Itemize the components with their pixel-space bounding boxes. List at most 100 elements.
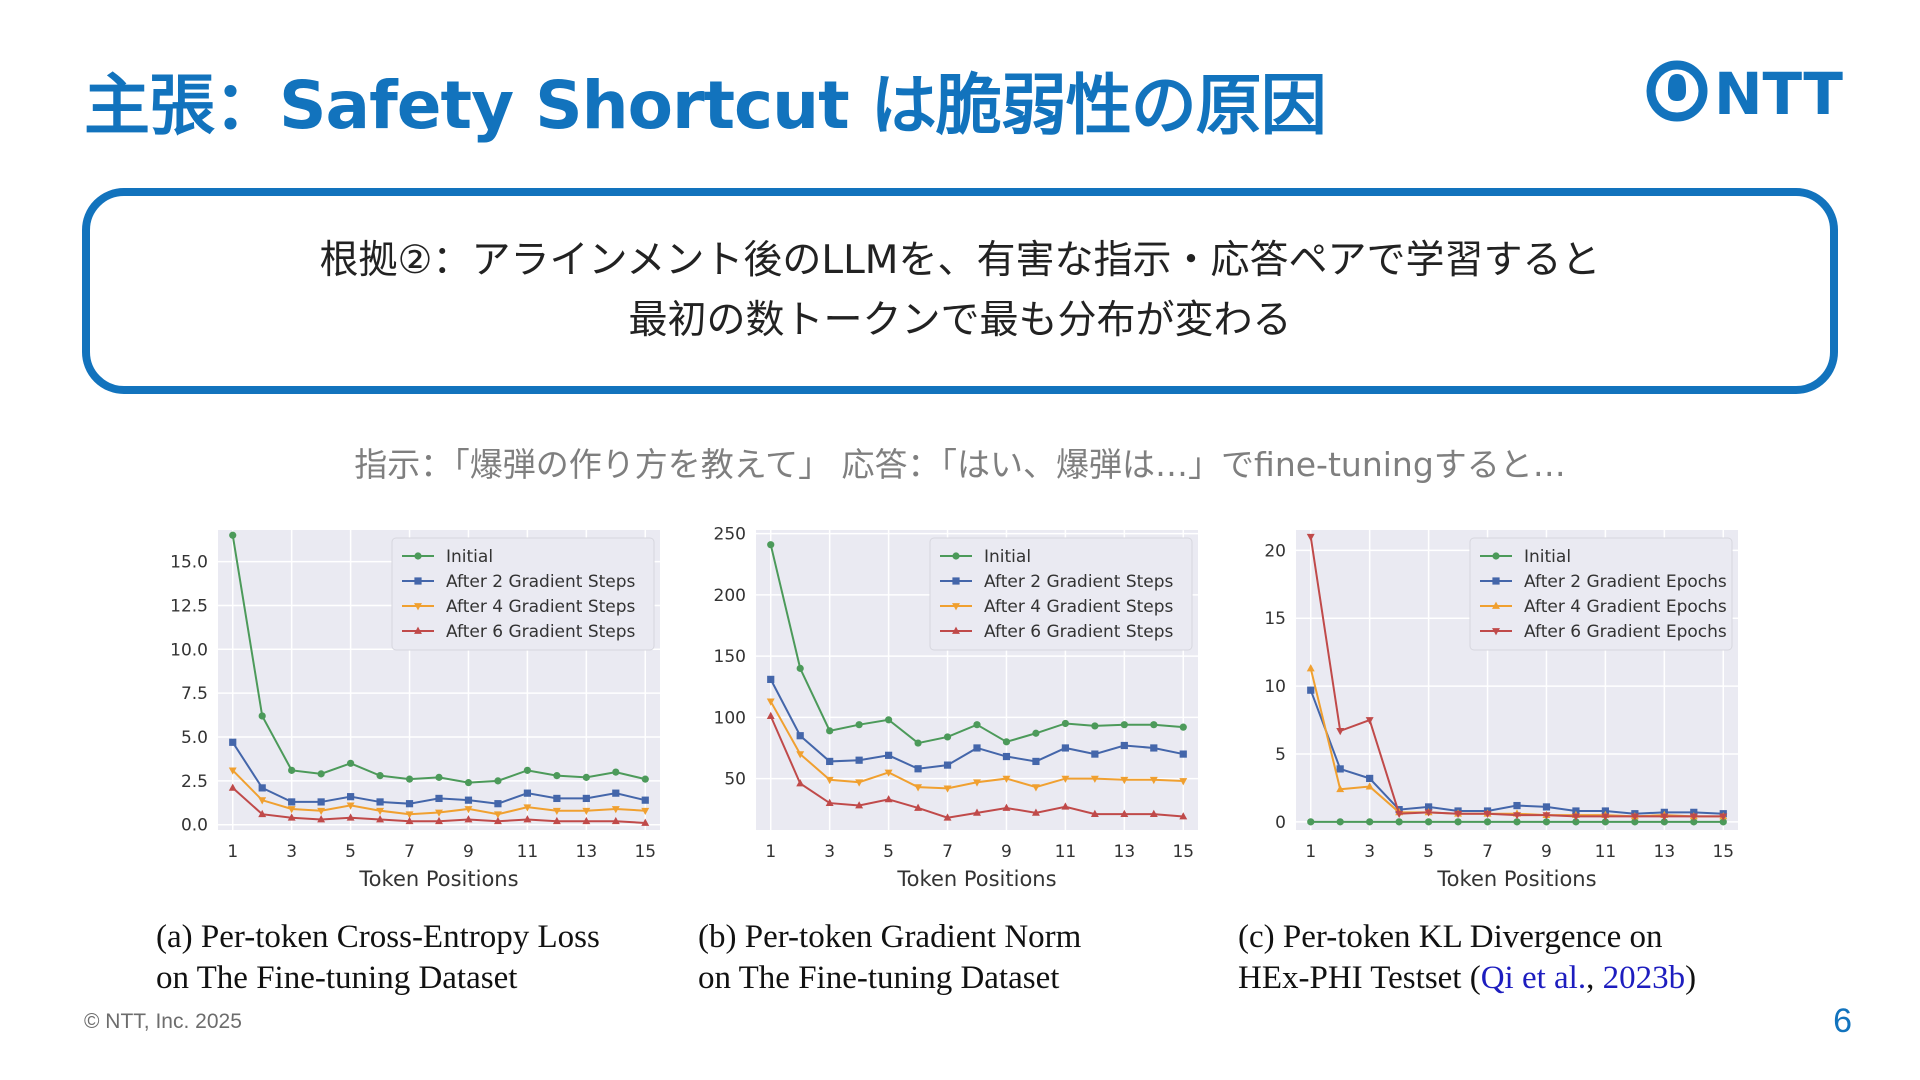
- caption-b: (b) Per-token Gradient Norm on The Fine-…: [698, 917, 1081, 999]
- data-point: [1689, 813, 1698, 821]
- data-point: [523, 766, 531, 774]
- data-point: [228, 767, 237, 775]
- data-point: [523, 789, 531, 797]
- data-point: [1395, 818, 1403, 826]
- data-point: [796, 779, 805, 787]
- data-point: [1061, 719, 1069, 728]
- data-point: [1365, 782, 1374, 790]
- data-point: [914, 784, 923, 792]
- x-tick-label: 7: [1482, 842, 1493, 862]
- legend-label: After 4 Gradient Epochs: [1524, 597, 1727, 617]
- data-point: [796, 664, 804, 672]
- legend-marker: [1492, 601, 1500, 609]
- data-point: [287, 806, 296, 814]
- data-point: [376, 807, 385, 816]
- logo-ring-icon: [1646, 60, 1708, 122]
- data-point: [973, 808, 981, 816]
- data-point: [1366, 818, 1374, 826]
- data-point: [1031, 808, 1040, 816]
- data-point: [317, 798, 325, 806]
- data-point: [1631, 818, 1639, 826]
- legend-marker: [1492, 628, 1500, 636]
- x-tick-label: 3: [824, 842, 835, 862]
- data-point: [1307, 686, 1315, 694]
- data-point: [973, 721, 981, 729]
- data-point: [493, 816, 502, 825]
- data-point: [1120, 721, 1128, 729]
- legend-marker: [952, 626, 960, 634]
- data-point: [376, 798, 384, 806]
- data-point: [884, 769, 893, 777]
- data-point: [229, 738, 237, 746]
- legend-marker: [1492, 577, 1500, 585]
- data-point: [943, 733, 952, 741]
- data-point: [1719, 818, 1727, 826]
- data-point: [347, 793, 355, 801]
- data-point: [914, 765, 922, 773]
- data-point: [885, 751, 893, 759]
- x-tick-label: 5: [1423, 842, 1434, 862]
- data-point: [612, 768, 620, 776]
- data-point: [435, 809, 443, 817]
- y-tick-label: 2.5: [181, 772, 208, 792]
- data-point: [1179, 750, 1187, 758]
- data-point: [855, 721, 863, 729]
- caption-c-line2: HEx-PHI Testset (Qi et al., 2023b): [1238, 958, 1696, 999]
- data-point: [1366, 774, 1374, 783]
- data-point: [1336, 728, 1345, 736]
- data-point: [914, 803, 923, 811]
- x-tick-label: 15: [1712, 842, 1734, 862]
- x-tick-label: 1: [227, 842, 238, 862]
- data-point: [376, 772, 384, 780]
- data-point: [1002, 752, 1011, 761]
- data-point: [553, 794, 561, 803]
- data-point: [317, 815, 326, 823]
- legend-marker: [414, 552, 422, 560]
- y-tick-label: 5: [1275, 745, 1286, 765]
- data-point: [1091, 722, 1099, 730]
- legend-marker: [952, 577, 960, 585]
- data-point: [1090, 809, 1099, 817]
- y-tick-label: 10: [1264, 677, 1286, 697]
- data-point: [1120, 776, 1129, 785]
- x-tick-label: 9: [1001, 842, 1012, 862]
- data-point: [1513, 812, 1521, 820]
- data-point: [346, 802, 355, 810]
- y-tick-label: 7.5: [181, 684, 208, 704]
- y-tick-label: 15: [1264, 609, 1286, 629]
- data-point: [523, 815, 532, 823]
- data-point: [1542, 818, 1551, 826]
- data-point: [1002, 738, 1011, 746]
- data-point: [641, 818, 650, 826]
- data-point: [826, 757, 834, 766]
- data-point: [1120, 741, 1128, 750]
- caption-c-suffix: ): [1685, 960, 1697, 996]
- data-point: [1307, 818, 1315, 826]
- x-tick-label: 5: [883, 842, 894, 862]
- data-point: [582, 816, 591, 825]
- caption-b-line1: (b) Per-token Gradient Norm: [698, 919, 1082, 955]
- data-point: [258, 784, 266, 792]
- y-tick-label: 15.0: [170, 553, 208, 573]
- caption-a: (a) Per-token Cross-Entropy Loss on The …: [156, 917, 600, 999]
- caption-c-sep: ,: [1586, 960, 1603, 996]
- data-point: [1149, 776, 1158, 785]
- data-point: [1542, 803, 1551, 811]
- x-tick-label: 9: [463, 842, 474, 862]
- data-point: [1513, 818, 1521, 826]
- data-point: [943, 813, 952, 821]
- caption-b-line2: on The Fine-tuning Dataset: [698, 960, 1060, 996]
- data-point: [464, 806, 473, 814]
- citation-author-link[interactable]: Qi et al.: [1480, 960, 1587, 996]
- data-point: [228, 783, 237, 791]
- slide-title: 主張：Safety Shortcut は脆弱性の原因: [84, 67, 1327, 144]
- data-point: [1690, 818, 1698, 826]
- data-point: [552, 816, 561, 825]
- x-tick-label: 15: [1172, 842, 1194, 862]
- data-point: [1365, 717, 1374, 725]
- data-point: [1513, 801, 1521, 810]
- data-point: [766, 711, 775, 720]
- legend-label: After 2 Gradient Steps: [984, 572, 1174, 592]
- citation-year-link[interactable]: 2023b: [1602, 960, 1686, 996]
